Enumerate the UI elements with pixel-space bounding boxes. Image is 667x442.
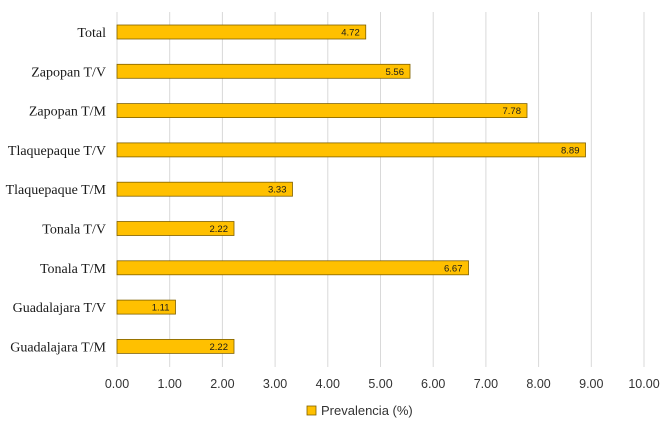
data-label: 6.67 — [444, 263, 463, 274]
x-tick-label: 9.00 — [579, 377, 603, 391]
category-label: Tonala T/V — [42, 223, 106, 238]
bar — [116, 181, 293, 197]
category-label: Tlaquepaque T/M — [6, 183, 107, 198]
data-label: 4.72 — [341, 28, 360, 39]
x-tick-label: 4.00 — [316, 377, 340, 391]
x-tick-label: 8.00 — [526, 377, 550, 391]
data-label: 3.33 — [268, 185, 287, 196]
data-label: 7.78 — [503, 106, 522, 117]
bar — [116, 260, 469, 276]
x-tick-label: 1.00 — [158, 377, 182, 391]
category-label: Zapopan T/M — [29, 105, 107, 120]
category-label: Zapopan T/V — [31, 65, 106, 80]
data-label: 8.89 — [561, 145, 580, 156]
x-tick-label: 2.00 — [210, 377, 234, 391]
x-tick-label: 0.00 — [105, 377, 129, 391]
x-tick-label: 6.00 — [421, 377, 445, 391]
data-label: 2.22 — [209, 224, 228, 235]
bar — [116, 338, 235, 354]
x-tick-label: 5.00 — [368, 377, 392, 391]
legend: Prevalencia (%) — [306, 403, 413, 418]
x-tick-label: 10.00 — [628, 377, 659, 391]
x-tick-labels: 0.00 1.00 2.00 3.00 4.00 5.00 6.00 7.00 8.00 9.00… — [105, 377, 660, 391]
bar — [116, 142, 586, 158]
data-label: 5.56 — [386, 67, 405, 78]
data-label: 2.22 — [209, 342, 228, 353]
data-labels: 4.72 5.56 7.78 8.89 3.33 2.22 6.67 1.11 2.22 — [152, 28, 580, 353]
data-label: 1.11 — [152, 303, 170, 314]
category-labels: Total Zapopan T/V Zapopan T/M Tlaquepaque T… — [6, 26, 107, 355]
bars — [116, 24, 586, 354]
x-tick-label: 3.00 — [263, 377, 287, 391]
bar — [116, 63, 411, 79]
bar — [116, 299, 176, 315]
x-tick-label: 7.00 — [474, 377, 498, 391]
legend-swatch — [306, 405, 317, 416]
category-label: Guadalajara T/M — [10, 340, 106, 355]
bar — [116, 103, 528, 118]
bar — [116, 24, 367, 40]
category-label: Total — [77, 26, 106, 41]
category-label: Guadalajara T/V — [13, 301, 106, 316]
bar — [116, 221, 235, 236]
legend-label: Prevalencia (%) — [321, 403, 413, 418]
category-label: Tlaquepaque T/V — [8, 144, 106, 159]
category-label: Tonala T/M — [40, 262, 107, 277]
